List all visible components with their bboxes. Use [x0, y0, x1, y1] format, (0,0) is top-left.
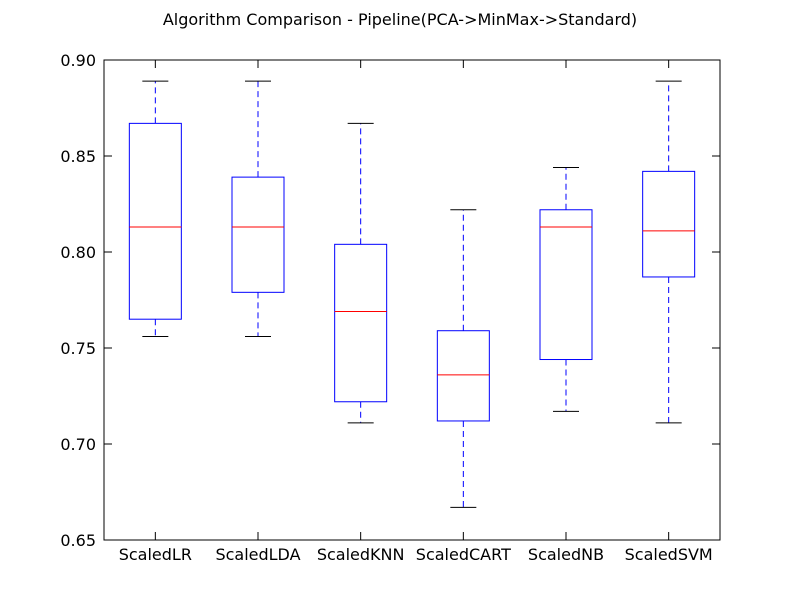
- plot-area: [128, 80, 696, 508]
- x-tick-label: ScaledCART: [416, 545, 511, 564]
- y-tick-label: 0.90: [60, 51, 96, 70]
- y-axis: 0.65 0.70 0.75 0.80 0.85 0.90: [60, 51, 720, 550]
- y-tick-label: 0.85: [60, 147, 96, 166]
- box: [231, 176, 285, 293]
- y-tick-label: 0.80: [60, 243, 96, 262]
- box: [539, 209, 593, 361]
- x-tick-label: ScaledLR: [119, 545, 192, 564]
- x-tick-label: ScaledNB: [528, 545, 604, 564]
- y-tick-label: 0.70: [60, 435, 96, 454]
- x-tick-label: ScaledLDA: [215, 545, 300, 564]
- box: [334, 243, 388, 403]
- box-group-scalednb: [539, 167, 593, 412]
- x-axis: ScaledLR ScaledLDA ScaledKNN ScaledCART Scal…: [119, 60, 713, 564]
- box: [436, 330, 490, 422]
- x-tick-label: ScaledSVM: [625, 545, 713, 564]
- y-tick-label: 0.75: [60, 339, 96, 358]
- chart-title: Algorithm Comparison - Pipeline(PCA->Min…: [163, 10, 637, 29]
- box-group-scaledlda: [231, 80, 285, 337]
- box: [128, 122, 182, 320]
- x-tick-label: ScaledKNN: [317, 545, 405, 564]
- y-tick-label: 0.65: [60, 531, 96, 550]
- box: [642, 170, 696, 278]
- box-group-scaledcart: [436, 209, 490, 508]
- box-group-scaledlr: [128, 80, 182, 337]
- box-group-scaledsvm: [642, 80, 696, 424]
- box-group-scaledknn: [334, 122, 388, 424]
- axes-frame: [103, 59, 721, 541]
